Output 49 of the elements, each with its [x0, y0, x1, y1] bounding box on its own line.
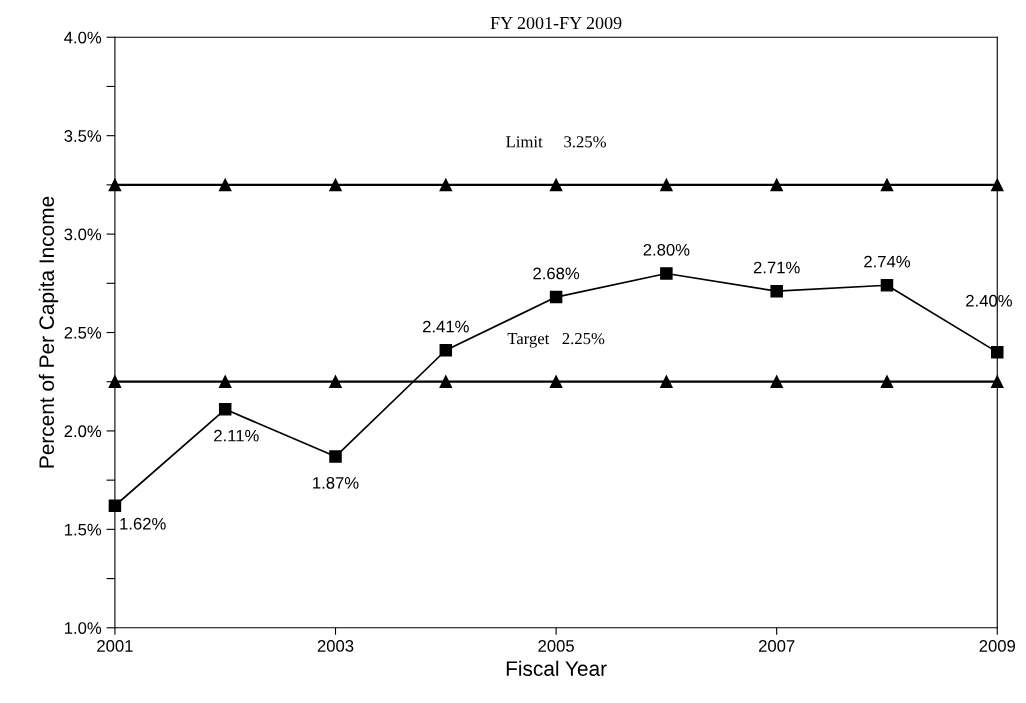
y-tick-label: 1.0% [65, 622, 102, 634]
point [770, 284, 783, 298]
y-tick-label: 3.0% [64, 228, 102, 241]
y-tick-label: 1.5% [65, 523, 102, 536]
annotation: Target 2.25% [507, 332, 605, 348]
point [880, 279, 894, 292]
y-tick-label: 4.0% [64, 31, 102, 44]
data-label: 2.80% [643, 243, 690, 256]
point [770, 375, 783, 388]
data-label: 1.62% [120, 517, 166, 530]
point [329, 178, 342, 192]
point [218, 375, 232, 388]
data-label: 2.68% [533, 267, 580, 280]
point [991, 345, 1004, 359]
point [880, 375, 894, 388]
x-tick-label: 2009 [979, 640, 1016, 652]
y-axis-title: Percent of Per Capita Income [38, 196, 59, 468]
point [549, 375, 563, 388]
point [549, 290, 563, 304]
y-tick-label: 2.5% [64, 326, 102, 339]
y-tick-label: 3.5% [64, 130, 102, 142]
point [991, 375, 1004, 388]
point [218, 403, 232, 416]
y-tick-label: 2.0% [64, 425, 102, 438]
x-tick-label: 2001 [97, 640, 133, 652]
point [329, 450, 342, 463]
point [439, 375, 453, 388]
data-label: 2.11% [214, 429, 259, 442]
data-label: 2.71% [753, 261, 800, 274]
point [329, 375, 342, 388]
point [439, 343, 453, 357]
point [218, 178, 232, 192]
annotation: Limit 3.25% [506, 136, 606, 148]
x-axis-title: Fiscal Year [506, 660, 607, 676]
point [660, 178, 673, 192]
point [770, 178, 783, 192]
point [549, 178, 563, 192]
data-label: 2.41% [423, 320, 469, 333]
data-label: 2.74% [864, 255, 911, 268]
x-tick-label: 2005 [538, 640, 574, 652]
point [660, 375, 673, 388]
point [880, 178, 894, 192]
point [439, 178, 453, 192]
x-tick-label: 2007 [758, 640, 795, 652]
x-tick-label: 2003 [317, 640, 354, 652]
chart-title: FY 2001-FY 2009 [490, 16, 622, 30]
point [991, 178, 1004, 192]
point [660, 267, 673, 280]
data-label: 1.87% [313, 476, 359, 489]
